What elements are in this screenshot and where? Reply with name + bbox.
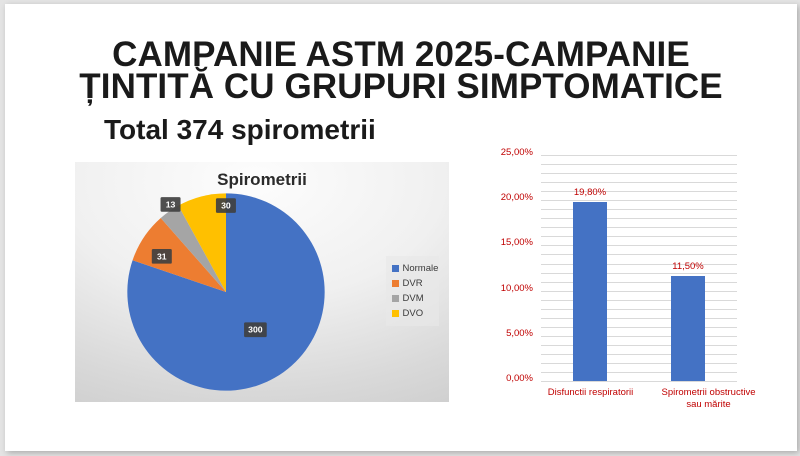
- svg-text:31: 31: [157, 251, 167, 261]
- svg-text:13: 13: [166, 199, 176, 209]
- svg-text:30: 30: [221, 201, 231, 211]
- svg-text:300: 300: [248, 325, 263, 335]
